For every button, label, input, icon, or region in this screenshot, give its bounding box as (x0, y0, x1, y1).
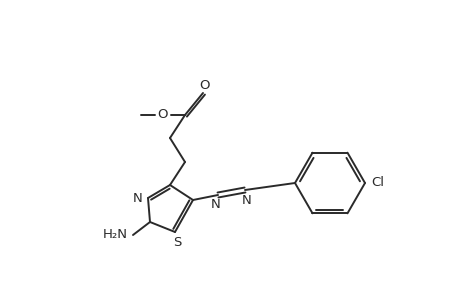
Text: O: O (199, 79, 210, 92)
Text: N: N (133, 191, 143, 205)
Text: N: N (211, 199, 220, 212)
Text: H₂N: H₂N (102, 229, 127, 242)
Text: N: N (241, 194, 252, 206)
Text: O: O (157, 109, 168, 122)
Text: Cl: Cl (370, 176, 383, 190)
Text: S: S (173, 236, 181, 250)
